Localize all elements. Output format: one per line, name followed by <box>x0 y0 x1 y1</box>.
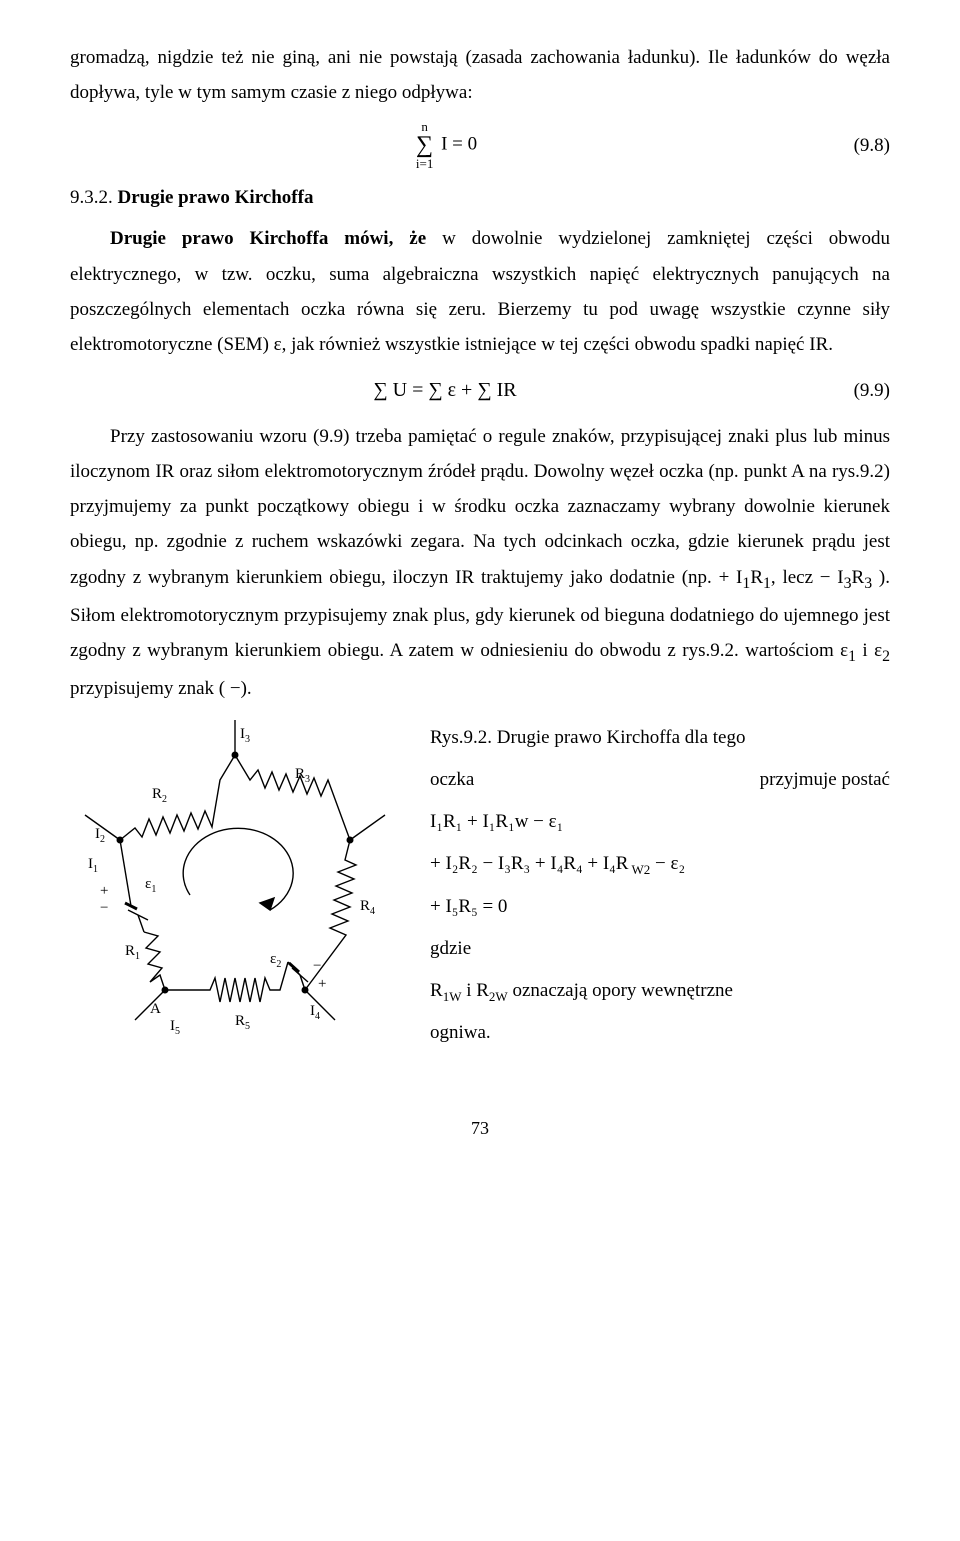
equation-9-9: ∑ U = ∑ ε + ∑ IR (9.9) <box>70 372 890 409</box>
ogniwa-line: ogniwa. <box>430 1015 890 1051</box>
lbl-plus2: + <box>318 976 326 992</box>
paragraph-3: Przy zastosowaniu wzoru (9.9) trzeba pam… <box>70 419 890 706</box>
page-number: 73 <box>70 1112 890 1145</box>
lbl-R1: R1 <box>125 943 140 962</box>
caption-2-right: przyjmuje postać <box>760 762 890 798</box>
lbl-R5: R5 <box>235 1013 250 1032</box>
lbl-R2: R2 <box>152 786 167 805</box>
caption-line-2: oczka przyjmuje postać <box>430 762 890 798</box>
gdzie-label: gdzie <box>430 931 890 967</box>
rw-mid: i R <box>461 980 488 1001</box>
section-title: Drugie prawo Kirchoffa <box>118 187 314 208</box>
paragraph-2: Drugie prawo Kirchoffa mówi, że w dowoln… <box>70 221 890 362</box>
lbl-e1: ε1 <box>145 876 156 895</box>
p3-s4: 3 <box>864 574 872 591</box>
eq2w2: W2 <box>628 862 650 877</box>
caption-line-1: Rys.9.2. Drugie prawo Kirchoffa dla tego <box>430 720 890 756</box>
figure-caption-col: Rys.9.2. Drugie prawo Kirchoffa dla tego… <box>430 720 890 1058</box>
section-heading: 9.3.2. Drugie prawo Kirchoffa <box>70 180 890 215</box>
lbl-I5: I5 <box>170 1018 180 1037</box>
eq2tail: − ε₂ <box>650 853 685 874</box>
figure-9-2: I3 R3 R2 I2 I1 ε1 + − R1 A I5 R5 ε2 − + … <box>70 720 400 1062</box>
rw-tail: oznaczają opory wewnętrzne <box>508 980 733 1001</box>
figure-and-text: I3 R3 R2 I2 I1 ε1 + − R1 A I5 R5 ε2 − + … <box>70 720 890 1062</box>
sum-lower: i=1 <box>416 157 433 170</box>
p3-s3: 3 <box>844 574 852 591</box>
rw-line: R1W i R2W oznaczają opory wewnętrzne <box>430 973 890 1009</box>
eq-9-9-number: (9.9) <box>820 373 890 408</box>
lbl-I1: I1 <box>88 856 98 875</box>
lbl-plus1: + <box>100 883 108 899</box>
rw-2w: 2W <box>489 989 508 1004</box>
lbl-A: A <box>150 1001 161 1017</box>
eq-9-9-body: ∑ U = ∑ ε + ∑ IR <box>70 372 820 409</box>
lbl-minus2: − <box>313 958 321 974</box>
lbl-minus1: − <box>100 900 108 916</box>
eq-9-8-body: n ∑ i=1 I = 0 <box>70 120 820 170</box>
lbl-e2: ε2 <box>270 951 281 970</box>
eq-9-8-number: (9.8) <box>820 128 890 163</box>
paragraph-1: gromadzą, nigdzie też nie giną, ani nie … <box>70 40 890 110</box>
eq-line-2: + I₂R₂ − I₃R₃ + I₄R₄ + I₄R W2 − ε₂ <box>430 846 890 882</box>
para2-bold: Drugie prawo Kirchoffa mówi, że <box>110 228 426 249</box>
lbl-I3: I3 <box>240 726 250 745</box>
lbl-I4: I4 <box>310 1003 320 1022</box>
equation-9-8: n ∑ i=1 I = 0 (9.8) <box>70 120 890 170</box>
rw-1w: 1W <box>443 989 462 1004</box>
sigma-symbol: ∑ <box>416 133 433 157</box>
circuit-pentagon-svg: I3 R3 R2 I2 I1 ε1 + − R1 A I5 R5 ε2 − + … <box>70 720 400 1050</box>
caption-2-left: oczka <box>430 762 474 798</box>
eq2a: + I₂R₂ − I₃R₃ + I₄R₄ + I₄R <box>430 853 628 874</box>
eq-line-1: I₁R₁ + I₁R₁ᴡ − ε₁ <box>430 804 890 840</box>
lbl-R4: R4 <box>360 898 375 917</box>
eq-text: I = 0 <box>441 134 477 155</box>
eq-line-3: + I₅R₅ = 0 <box>430 889 890 925</box>
p3-es1: 1 <box>848 648 856 665</box>
section-number: 9.3.2. <box>70 187 118 208</box>
p3-s2: 1 <box>763 574 771 591</box>
p3-m1: R <box>750 567 763 588</box>
rw-a: R <box>430 980 443 1001</box>
p3-and: i ε <box>856 640 882 661</box>
p3-es2: 2 <box>882 648 890 665</box>
p3-a: Przy zastosowaniu wzoru (9.9) trzeba pam… <box>70 426 890 588</box>
p3-tail: przypisujemy znak ( −). <box>70 678 252 699</box>
p3-m2: , lecz − I <box>771 567 844 588</box>
p3-m3: R <box>852 567 865 588</box>
